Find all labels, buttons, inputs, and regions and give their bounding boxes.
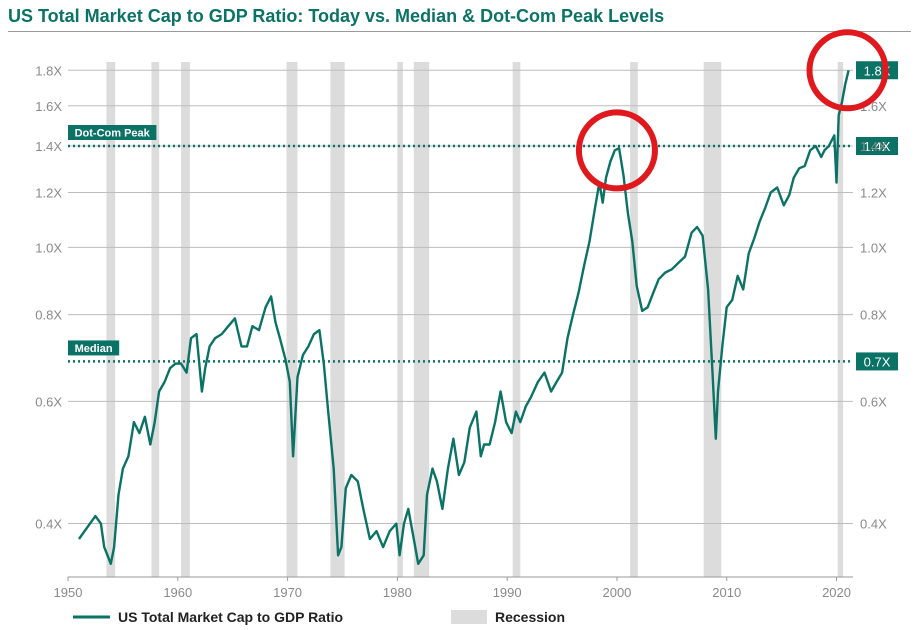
y-tick-label-left: 0.6X bbox=[35, 394, 62, 409]
recession-band bbox=[106, 62, 116, 577]
today-circle bbox=[806, 29, 889, 112]
x-tick-label: 2010 bbox=[712, 585, 741, 600]
x-tick-label: 1970 bbox=[273, 585, 302, 600]
x-tick-label: 1990 bbox=[493, 585, 522, 600]
legend-label-recession: Recession bbox=[495, 609, 565, 625]
chart-title: US Total Market Cap to GDP Ratio: Today … bbox=[8, 6, 665, 26]
value-box bbox=[856, 136, 898, 155]
recession-band bbox=[630, 62, 638, 577]
x-tick-label: 2000 bbox=[602, 585, 631, 600]
reference-tag-label: Dot-Com Peak bbox=[75, 127, 151, 139]
y-tick-label-right: 0.8X bbox=[860, 308, 887, 323]
recession-band bbox=[837, 62, 844, 577]
y-tick-label-left: 1.6X bbox=[35, 99, 62, 114]
reference-tag-label: Median bbox=[75, 343, 113, 355]
recession-band bbox=[397, 62, 403, 577]
reference-tag bbox=[68, 124, 157, 140]
x-tick-label: 1960 bbox=[163, 585, 192, 600]
dot-com-peak-circle bbox=[575, 109, 658, 192]
axis-ticks: 0.4X 0.4X 0.6X 0.6X 0.8X 0.8X 1.0X 1.0X 1.2X 1.2X… bbox=[35, 63, 887, 600]
y-tick-label-left: 1.0X bbox=[35, 240, 62, 255]
value-box bbox=[856, 352, 898, 371]
x-tick-label: 2020 bbox=[822, 585, 851, 600]
recession-band bbox=[151, 62, 160, 577]
y-tick-label-right: 0.4X bbox=[860, 517, 887, 532]
y-tick-label-left: 0.8X bbox=[35, 308, 62, 323]
value-box-label: 1.4X bbox=[864, 139, 891, 154]
x-tick-label: 1950 bbox=[54, 585, 83, 600]
annotations: 1.8X bbox=[575, 29, 898, 192]
recession-band bbox=[286, 62, 298, 577]
legend: US Total Market Cap to GDP Ratio Recessio… bbox=[73, 609, 565, 625]
y-tick-label-left: 0.4X bbox=[35, 517, 62, 532]
recession-band bbox=[512, 62, 521, 577]
recession-bands bbox=[106, 62, 844, 577]
legend-recession-swatch bbox=[451, 610, 487, 624]
y-tick-label-left: 1.4X bbox=[35, 139, 62, 154]
y-tick-label-left: 1.8X bbox=[35, 63, 62, 78]
recession-band bbox=[703, 62, 722, 577]
legend-label-series: US Total Market Cap to GDP Ratio bbox=[118, 609, 343, 625]
y-tick-label-right: 0.6X bbox=[860, 394, 887, 409]
recession-band bbox=[330, 62, 345, 577]
value-box-label: 0.7X bbox=[864, 354, 891, 369]
y-tick-label-right: 1.2X bbox=[860, 185, 887, 200]
title-divider bbox=[8, 31, 911, 32]
recession-band bbox=[181, 62, 190, 577]
series-line-layer bbox=[78, 70, 850, 565]
series-line-market-cap-gdp bbox=[78, 70, 850, 565]
reference-tag bbox=[68, 340, 120, 356]
y-tick-label-right: 1.4X bbox=[860, 139, 887, 154]
y-tick-label-right: 1.0X bbox=[860, 240, 887, 255]
recession-band bbox=[413, 62, 430, 577]
y-tick-label-left: 1.2X bbox=[35, 185, 62, 200]
x-tick-label: 1980 bbox=[383, 585, 412, 600]
